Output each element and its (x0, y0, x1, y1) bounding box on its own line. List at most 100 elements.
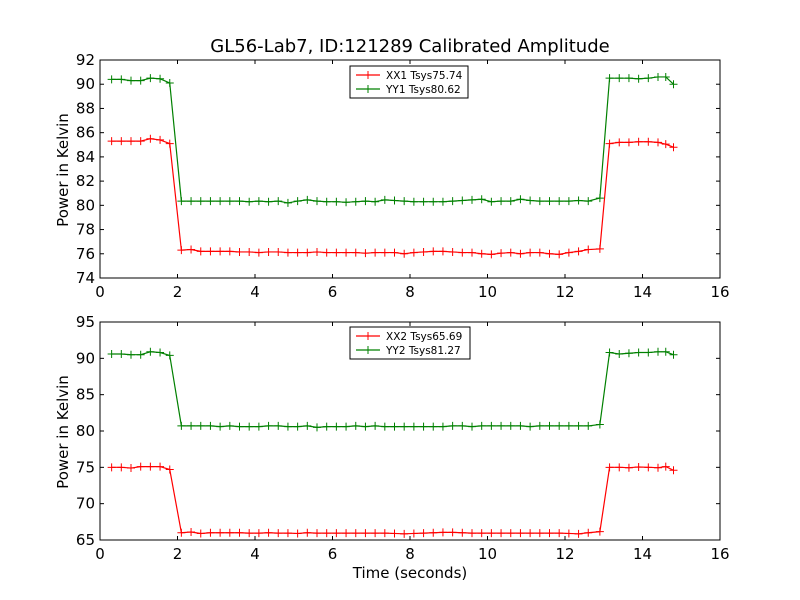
data-point (361, 249, 370, 258)
data-point (371, 529, 380, 538)
data-point (225, 197, 234, 206)
data-point (361, 422, 370, 431)
data-point (506, 529, 515, 538)
data-point (361, 197, 370, 206)
data-point (555, 250, 564, 259)
x-tick-label: 4 (250, 545, 260, 563)
data-point (254, 197, 263, 206)
legend-marker (364, 71, 372, 79)
data-point (506, 421, 515, 430)
legend-label: XX1 Tsys75.74 (386, 70, 463, 82)
series-line (111, 351, 674, 428)
data-point (526, 529, 535, 538)
data-point (409, 529, 418, 538)
data-point (448, 197, 457, 206)
data-point (146, 462, 155, 471)
x-tick-label: 16 (710, 545, 729, 563)
data-point (448, 247, 457, 256)
data-point (477, 529, 486, 538)
data-point (332, 422, 341, 431)
data-point (624, 138, 633, 147)
data-point (535, 529, 544, 538)
data-point (264, 197, 273, 206)
data-point (235, 197, 244, 206)
data-point (669, 143, 678, 152)
x-tick-label: 4 (250, 283, 260, 301)
x-axis-label: Time (seconds) (352, 564, 468, 582)
data-point (322, 248, 331, 257)
data-point (216, 528, 225, 537)
data-point (458, 421, 467, 430)
data-point (477, 421, 486, 430)
data-point (584, 245, 593, 254)
y-tick-label: 82 (76, 172, 95, 190)
data-point (644, 137, 653, 146)
data-point (254, 529, 263, 538)
data-point (654, 138, 662, 147)
data-point (545, 197, 554, 206)
data-point (535, 421, 544, 430)
data-point (225, 247, 234, 256)
legend: XX2 Tsys65.69 YY2 Tsys81.27 (349, 326, 471, 360)
data-point (127, 350, 135, 359)
data-point (380, 195, 389, 204)
data-point (526, 196, 535, 205)
x-tick-label: 8 (405, 545, 415, 563)
data-point (283, 248, 292, 257)
data-point (165, 79, 174, 88)
data-point (634, 348, 643, 357)
bottom-panel: 0 2 4 6 8 10 12 14 16 65 70 75 80 85 90 95 Power in Kelv… (54, 313, 730, 582)
data-point (107, 349, 116, 358)
data-point (225, 528, 234, 537)
data-point (332, 529, 341, 538)
data-point (342, 422, 351, 431)
x-tick-label: 0 (95, 283, 105, 301)
data-point (322, 197, 331, 206)
data-point (303, 528, 312, 537)
data-point (429, 422, 438, 431)
y-tick-label: 88 (76, 99, 95, 117)
data-point (669, 350, 678, 359)
x-tick-label: 8 (405, 283, 415, 301)
data-point (458, 528, 467, 537)
legend: XX1 Tsys75.74 YY1 Tsys80.62 (349, 65, 469, 99)
data-point (624, 349, 633, 358)
data-point (196, 529, 205, 538)
data-point (448, 421, 457, 430)
x-tick-label: 0 (95, 545, 105, 563)
data-point (380, 248, 389, 257)
legend-marker (364, 332, 372, 340)
series-xx (107, 462, 678, 538)
data-point (177, 528, 186, 537)
data-point (225, 421, 234, 430)
data-point (107, 463, 116, 472)
data-point (400, 422, 409, 431)
data-point (165, 351, 174, 360)
data-point (595, 527, 604, 536)
data-point (574, 529, 583, 538)
data-point (206, 197, 215, 206)
data-point (187, 528, 196, 537)
data-point (146, 134, 155, 143)
data-point (177, 421, 186, 430)
data-point (429, 247, 438, 256)
data-point (117, 349, 126, 358)
data-point (555, 421, 564, 430)
y-tick-label: 80 (76, 196, 95, 214)
data-point (254, 422, 263, 431)
y-tick-label: 86 (76, 124, 95, 142)
data-point (400, 249, 409, 258)
data-point (206, 247, 215, 256)
y-tick-label: 92 (76, 51, 95, 69)
data-point (669, 466, 678, 475)
y-axis-label: Power in Kelvin (54, 113, 72, 227)
data-point (235, 247, 244, 256)
data-point (661, 140, 670, 149)
data-point (595, 194, 604, 203)
data-point (342, 529, 351, 538)
y-tick-label: 78 (76, 221, 95, 239)
data-point (468, 529, 476, 538)
x-tick-label: 12 (555, 283, 574, 301)
y-tick-label: 90 (76, 349, 95, 367)
